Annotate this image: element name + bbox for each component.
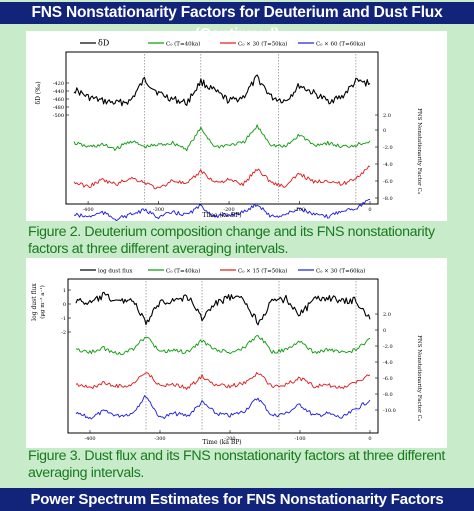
left-tick-label: -420 [53,81,64,87]
footer-banner: Power Spectrum Estimates for FNS Nonstat… [0,486,474,511]
x-tick-label: -400 [84,436,95,442]
legend-label: C₀ × 60 (T=60ka) [316,41,365,48]
right-tick-label: 0 [383,328,386,334]
x-tick-label: -400 [82,207,93,213]
right-tick-label: -8.0 [383,392,393,398]
page-title-banner: FNS Nonstationarity Factors for Deuteriu… [0,0,474,43]
series-lines [73,74,371,221]
x-axis-ticks: -400 -300 -200 -100 0 [82,201,372,213]
left-tick-label: -1 [61,316,66,322]
left-tick-label: -460 [53,97,64,103]
right-axis-label: FNS Nonstationarity Factor C₀ [416,108,422,195]
x-axis-label: Time (ka BP) [202,439,241,446]
right-tick-label: -10.0 [383,408,396,414]
left-axis-unit: (µg m⁻² a⁻¹) [39,285,46,319]
left-axis-label: δD (‰) [35,81,42,104]
left-tick-label: -480 [53,105,64,111]
left-tick-label: -500 [53,113,64,119]
right-axis-label: FNS Nonstationarity Factor C₀ [416,335,422,422]
right-tick-label: 2.0 [383,312,391,318]
right-tick-label: 2.0 [383,113,391,119]
legend: log dust flux C₀ (T=40ka) C₀ × 15 (T=50ka)… [80,268,365,275]
plot-frame [67,278,379,434]
series-line [75,335,371,356]
x-axis-ticks: -400 -300 -200 -100 0 [84,430,372,442]
legend-label: C₀ × 30 (T=60ka) [316,268,365,275]
plot-frame [65,51,379,205]
x-tick-label: -200 [224,436,235,442]
series-line [75,395,371,420]
series-line [73,199,371,221]
x-tick-label: 0 [368,207,371,213]
legend-label: C₀ (T=40ka) [166,268,200,275]
x-tick-label: -300 [153,207,164,213]
legend-label: δD [98,39,109,48]
figure-3-plot: log dust flux C₀ (T=40ka) C₀ × 15 (T=50ka)… [26,258,447,448]
right-tick-label: -6.0 [383,179,393,185]
left-axis-ticks: 1 0 -1 -2 [61,288,71,336]
left-tick-label: -2 [61,330,66,336]
right-tick-label: -8.0 [383,196,393,202]
grid-lines [144,54,357,202]
x-tick-label: -100 [294,207,305,213]
series-line [73,124,371,152]
right-axis-ticks: 2.0 0 -2.0 -4.0 -6.0 -8.0 -10.0 [375,312,396,414]
right-tick-label: -4.0 [383,162,393,168]
right-tick-label: -2.0 [383,145,393,151]
x-axis-label: Time (ka BP) [202,212,241,219]
left-axis-ticks: -420 -440 -460 -480 -500 [53,81,69,119]
figure-2-svg: δD C₀ (T=40ka) C₀ × 30 (T=50ka) C₀ × 60 (T=… [35,39,422,221]
series-line [73,165,371,190]
x-tick-label: -100 [294,436,305,442]
left-tick-label: 1 [63,288,66,294]
grid-lines [145,281,357,431]
left-tick-label: -440 [53,89,64,95]
legend-label: C₀ × 30 (T=50ka) [238,41,287,48]
series-line [75,372,371,390]
x-tick-label: -300 [154,436,165,442]
legend-label: log dust flux [98,269,133,275]
right-tick-label: -6.0 [383,376,393,382]
right-tick-label: 0 [383,128,386,134]
figure-2-plot: δD C₀ (T=40ka) C₀ × 30 (T=50ka) C₀ × 60 (T=… [26,31,447,221]
legend-label: C₀ (T=40ka) [166,41,200,48]
legend-label: C₀ × 15 (T=50ka) [238,268,287,275]
x-tick-label: -200 [223,207,234,213]
left-tick-label: 0 [63,302,66,308]
footer-title: Power Spectrum Estimates for FNS Nonstat… [30,491,444,508]
right-axis-ticks: 2.0 0 -2.0 -4.0 -6.0 -8.0 [375,113,393,202]
figure-3-caption: Figure 3. Dust flux and its FNS nonstati… [28,448,446,481]
right-tick-label: -2.0 [383,344,393,350]
legend: δD C₀ (T=40ka) C₀ × 30 (T=50ka) C₀ × 60 (T=… [80,39,365,48]
left-axis-label: log dust flux [31,283,38,321]
x-tick-label: 0 [368,436,371,442]
series-lines [75,291,371,420]
figure-3-svg: log dust flux C₀ (T=40ka) C₀ × 15 (T=50ka)… [31,268,422,447]
right-tick-label: -4.0 [383,360,393,366]
series-line [73,74,371,107]
series-line [75,291,371,326]
figure-2-caption: Figure 2. Deuterium composition change a… [28,224,435,257]
